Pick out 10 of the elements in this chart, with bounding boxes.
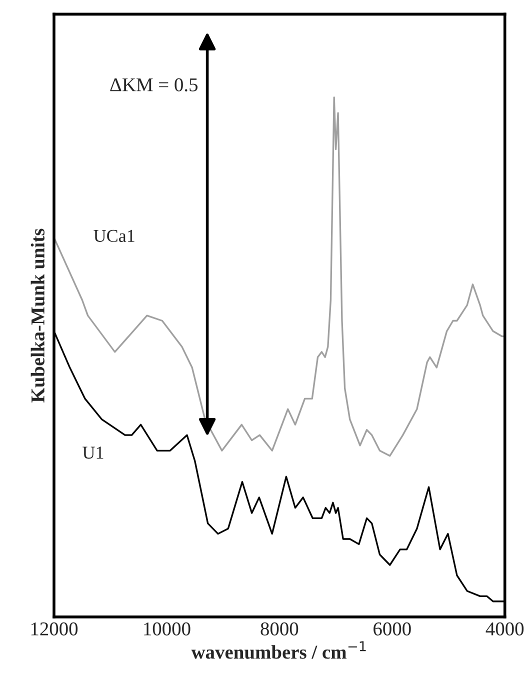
- x-tick-label: 4000: [486, 622, 524, 636]
- series-label: U1: [82, 446, 104, 459]
- x-tick-label: 12000: [31, 622, 78, 636]
- text: ΔKM = 0.5: [110, 78, 198, 92]
- x-tick-label: 10000: [144, 622, 190, 636]
- x-tick-label: 6000: [374, 622, 411, 636]
- y-axis-title: Kubelka-Munk units: [30, 228, 45, 402]
- x-tick-label: 8000: [260, 622, 298, 636]
- x-axis-title: wavenumbers / cm$^{−1}$: [191, 641, 366, 659]
- series-label: UCa1: [94, 230, 134, 242]
